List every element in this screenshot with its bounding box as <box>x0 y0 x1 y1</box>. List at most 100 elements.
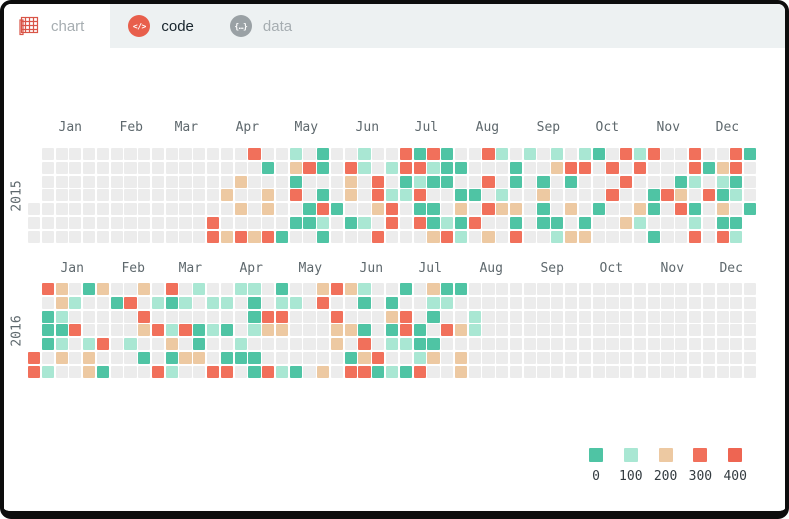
day-cell[interactable] <box>386 296 399 309</box>
day-cell[interactable] <box>96 338 110 351</box>
day-cell[interactable] <box>41 324 54 337</box>
day-cell[interactable] <box>688 175 702 188</box>
day-cell[interactable] <box>55 338 68 351</box>
day-cell[interactable] <box>275 296 289 309</box>
day-cell[interactable] <box>427 148 440 161</box>
day-cell[interactable] <box>234 283 247 296</box>
day-cell[interactable] <box>317 230 330 243</box>
day-cell[interactable] <box>427 351 440 365</box>
day-cell[interactable] <box>55 296 68 309</box>
day-cell[interactable] <box>372 230 385 243</box>
day-cell[interactable] <box>675 189 688 202</box>
day-cell[interactable] <box>262 365 275 378</box>
day-cell[interactable] <box>69 296 82 309</box>
day-cell[interactable] <box>399 310 412 323</box>
day-cell[interactable] <box>124 296 137 309</box>
day-cell[interactable] <box>55 310 68 323</box>
day-cell[interactable] <box>220 230 233 243</box>
day-cell[interactable] <box>620 175 633 188</box>
day-cell[interactable] <box>207 324 220 337</box>
day-cell[interactable] <box>262 189 275 202</box>
day-cell[interactable] <box>565 203 578 216</box>
day-cell[interactable] <box>372 203 385 216</box>
day-cell[interactable] <box>454 203 468 216</box>
day-cell[interactable] <box>441 230 454 243</box>
day-cell[interactable] <box>358 161 371 174</box>
day-cell[interactable] <box>386 189 399 202</box>
day-cell[interactable] <box>138 283 151 296</box>
day-cell[interactable] <box>716 175 729 188</box>
day-cell[interactable] <box>262 203 275 216</box>
day-cell[interactable] <box>482 148 495 161</box>
day-cell[interactable] <box>399 161 412 174</box>
day-cell[interactable] <box>468 189 481 202</box>
tab-chart[interactable]: chart <box>4 4 111 48</box>
day-cell[interactable] <box>399 189 412 202</box>
day-cell[interactable] <box>317 365 330 378</box>
day-cell[interactable] <box>454 161 468 174</box>
day-cell[interactable] <box>509 230 523 243</box>
day-cell[interactable] <box>565 230 578 243</box>
day-cell[interactable] <box>179 324 192 337</box>
day-cell[interactable] <box>716 189 729 202</box>
day-cell[interactable] <box>454 365 468 378</box>
day-cell[interactable] <box>661 189 674 202</box>
day-cell[interactable] <box>138 351 151 365</box>
day-cell[interactable] <box>592 148 605 161</box>
day-cell[interactable] <box>248 230 261 243</box>
day-cell[interactable] <box>289 189 302 202</box>
day-cell[interactable] <box>303 161 316 174</box>
day-cell[interactable] <box>317 148 330 161</box>
day-cell[interactable] <box>744 203 757 216</box>
day-cell[interactable] <box>358 148 371 161</box>
day-cell[interactable] <box>179 296 192 309</box>
day-cell[interactable] <box>289 161 302 174</box>
day-cell[interactable] <box>551 230 564 243</box>
day-cell[interactable] <box>606 189 619 202</box>
day-cell[interactable] <box>358 296 371 309</box>
day-cell[interactable] <box>262 324 275 337</box>
day-cell[interactable] <box>358 338 371 351</box>
day-cell[interactable] <box>344 216 357 230</box>
day-cell[interactable] <box>730 161 743 174</box>
day-cell[interactable] <box>330 283 344 296</box>
day-cell[interactable] <box>317 296 330 309</box>
day-cell[interactable] <box>83 351 96 365</box>
day-cell[interactable] <box>151 365 165 378</box>
day-cell[interactable] <box>413 351 426 365</box>
day-cell[interactable] <box>275 324 289 337</box>
day-cell[interactable] <box>399 365 412 378</box>
day-cell[interactable] <box>234 338 247 351</box>
day-cell[interactable] <box>234 351 247 365</box>
day-cell[interactable] <box>193 338 206 351</box>
day-cell[interactable] <box>358 324 371 337</box>
day-cell[interactable] <box>716 161 729 174</box>
day-cell[interactable] <box>165 324 178 337</box>
day-cell[interactable] <box>730 175 743 188</box>
day-cell[interactable] <box>262 310 275 323</box>
day-cell[interactable] <box>303 203 316 216</box>
day-cell[interactable] <box>165 351 178 365</box>
day-cell[interactable] <box>220 324 233 337</box>
day-cell[interactable] <box>537 189 550 202</box>
day-cell[interactable] <box>578 148 591 161</box>
day-cell[interactable] <box>248 365 261 378</box>
day-cell[interactable] <box>716 230 729 243</box>
day-cell[interactable] <box>441 324 454 337</box>
day-cell[interactable] <box>620 148 633 161</box>
day-cell[interactable] <box>289 296 302 309</box>
day-cell[interactable] <box>317 216 330 230</box>
day-cell[interactable] <box>551 161 564 174</box>
day-cell[interactable] <box>496 189 509 202</box>
day-cell[interactable] <box>427 203 440 216</box>
day-cell[interactable] <box>509 175 523 188</box>
day-cell[interactable] <box>592 203 605 216</box>
day-cell[interactable] <box>606 161 619 174</box>
day-cell[interactable] <box>330 203 344 216</box>
day-cell[interactable] <box>633 148 647 161</box>
day-cell[interactable] <box>578 230 591 243</box>
day-cell[interactable] <box>248 310 261 323</box>
day-cell[interactable] <box>165 283 178 296</box>
day-cell[interactable] <box>55 351 68 365</box>
day-cell[interactable] <box>41 365 54 378</box>
